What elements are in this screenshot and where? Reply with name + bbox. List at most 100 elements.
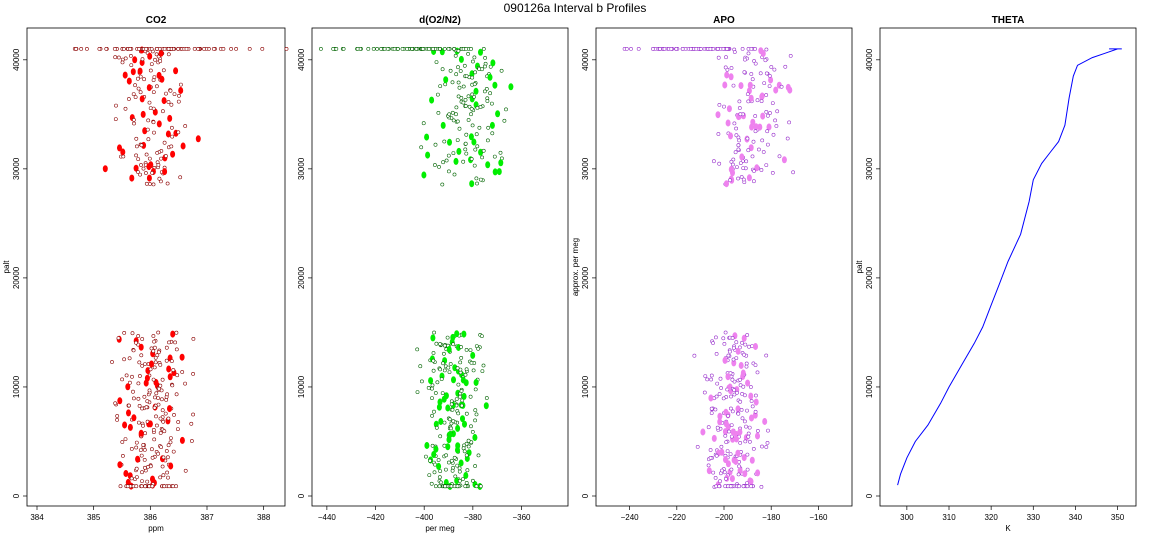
data-point (143, 171, 148, 175)
data-point (414, 47, 419, 51)
data-point (454, 330, 460, 338)
panel-title: d(O2/N2) (419, 15, 461, 26)
data-point (446, 436, 452, 444)
data-point (122, 71, 128, 79)
data-point (132, 56, 138, 64)
data-point (145, 479, 150, 484)
data-point (158, 416, 163, 421)
data-point (447, 112, 452, 117)
data-point (431, 358, 436, 363)
data-point (318, 47, 323, 51)
data-point (464, 411, 469, 416)
data-point (129, 476, 134, 481)
data-point (727, 132, 733, 140)
data-point (725, 47, 729, 51)
data-point (172, 92, 177, 97)
data-point (481, 47, 486, 51)
data-point (434, 341, 439, 346)
data-point (720, 468, 724, 473)
data-point (439, 377, 444, 382)
data-point (430, 383, 435, 388)
data-point (714, 351, 719, 356)
data-point (478, 105, 483, 109)
data-point (211, 47, 216, 51)
data-point (170, 330, 176, 338)
data-point (123, 56, 128, 61)
data-point (117, 55, 121, 60)
data-point (498, 159, 504, 167)
data-point (151, 427, 156, 432)
data-point (122, 47, 126, 51)
data-point (779, 84, 784, 89)
data-point (703, 374, 708, 379)
data-point (138, 172, 143, 177)
data-point (147, 182, 152, 186)
data-point (486, 125, 491, 130)
data-point (131, 118, 136, 122)
data-point (454, 72, 459, 77)
data-point (419, 145, 424, 150)
data-point (149, 47, 154, 51)
data-point (400, 47, 405, 51)
data-point (127, 356, 132, 361)
data-point (714, 394, 719, 399)
data-point (488, 91, 493, 96)
data-point (454, 397, 459, 402)
data-point (234, 47, 239, 51)
data-point (487, 73, 493, 81)
data-point (469, 107, 474, 111)
data-point (135, 455, 141, 463)
data-point (445, 404, 451, 412)
data-point (492, 81, 498, 89)
x-tick-label: −400 (415, 513, 434, 522)
data-point (746, 434, 751, 439)
data-point (137, 403, 142, 408)
data-point (437, 484, 442, 489)
data-point (159, 156, 164, 161)
data-point (141, 442, 146, 447)
data-point (176, 47, 181, 51)
data-point (138, 90, 143, 95)
data-point (447, 370, 452, 375)
data-point (470, 75, 475, 80)
data-point (717, 392, 722, 396)
data-point (126, 77, 132, 85)
data-point (692, 353, 697, 358)
data-point (159, 75, 165, 83)
y-tick-label: 20000 (581, 266, 590, 289)
data-point (788, 54, 793, 58)
data-point (736, 411, 741, 416)
data-point (748, 414, 754, 422)
data-point (156, 330, 161, 335)
data-point (176, 99, 181, 104)
data-point (472, 94, 477, 99)
data-point (474, 412, 479, 417)
data-point (463, 147, 468, 152)
data-point (706, 463, 711, 468)
data-point (457, 85, 462, 90)
data-point (746, 99, 751, 104)
data-point (473, 464, 478, 468)
data-point (170, 383, 175, 388)
data-point (155, 150, 160, 155)
data-point (431, 450, 437, 458)
y-tick-label: 30000 (297, 157, 306, 180)
data-point (461, 159, 466, 164)
data-point (718, 479, 722, 484)
data-point (464, 74, 469, 79)
data-point (434, 60, 439, 65)
data-point (714, 453, 719, 458)
data-point (444, 453, 449, 458)
data-point (738, 161, 743, 166)
data-point (115, 414, 120, 418)
x-tick-label: 330 (1027, 513, 1041, 522)
data-point (753, 409, 758, 414)
data-point (481, 363, 486, 368)
data-point (760, 49, 766, 57)
data-point (728, 484, 733, 489)
data-point (135, 76, 140, 81)
data-point (160, 408, 165, 413)
data-point (492, 154, 497, 159)
data-point (502, 118, 507, 123)
data-point (150, 455, 155, 460)
